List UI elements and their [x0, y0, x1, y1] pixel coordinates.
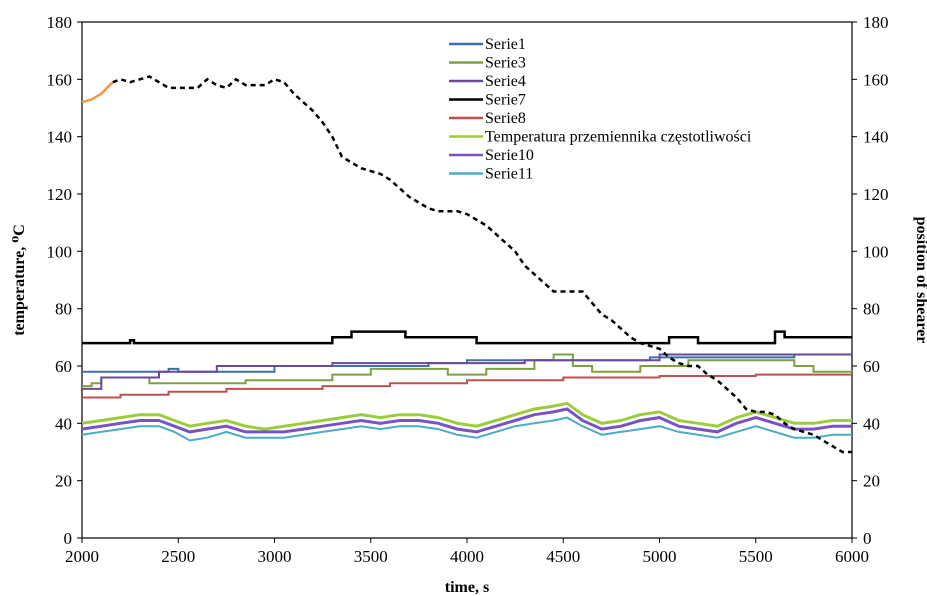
plot-area [81, 21, 853, 539]
x-tick-label: 5500 [739, 547, 773, 566]
y2-tick-label: 180 [863, 13, 889, 32]
y-tick-label: 80 [55, 300, 72, 319]
legend-entry: Serie1 [485, 36, 526, 53]
y-tick-label: 20 [55, 472, 72, 491]
legend-entry: Serie7 [485, 92, 526, 109]
y2-axis-title: position of shearer [913, 217, 927, 344]
y-tick-label: 120 [47, 185, 73, 204]
y2-tick-label: 40 [863, 414, 880, 433]
y2-tick-label: 20 [863, 472, 880, 491]
series-line-serie1 [82, 353, 852, 373]
series-line-unnamed-9 [112, 75, 852, 454]
y-tick-label: 40 [55, 414, 72, 433]
legend-entry: Serie4 [485, 73, 526, 90]
x-tick-label: 3000 [258, 547, 292, 566]
x-tick-label: 5000 [643, 547, 677, 566]
y2-tick-label: 100 [863, 242, 889, 261]
series-line-temperatura-przemiennika-cz-stotliwo-ci [81, 401, 852, 431]
series-line-serie7 [82, 330, 852, 345]
y-tick-label: 60 [55, 357, 72, 376]
y2-tick-label: 80 [863, 300, 880, 319]
x-tick-label: 2500 [161, 547, 195, 566]
y-axis-left: 0 20 40 60 80 100 120 140 160 180 [47, 13, 82, 548]
y2-tick-label: 0 [863, 529, 872, 548]
legend-entry: Serie11 [485, 166, 533, 183]
legend-entry: Serie10 [485, 147, 534, 164]
legend-entry: Serie8 [485, 110, 526, 127]
y2-tick-label: 120 [863, 185, 889, 204]
x-tick-label: 3500 [354, 547, 388, 566]
legend-entry: Serie3 [485, 55, 526, 72]
y2-tick-label: 160 [863, 70, 889, 89]
y-axis-title: temperature, ⁰C [11, 224, 28, 336]
x-axis: 2000 2500 3000 3500 4000 4500 5000 5500 6000 [65, 538, 869, 566]
y-tick-label: 180 [47, 13, 73, 32]
series-line-serie4 [82, 353, 852, 390]
x-tick-label: 4500 [546, 547, 580, 566]
y-axis-right: 0 20 40 60 80 100 120 140 160 180 [852, 13, 889, 548]
series-line-serie10 [81, 407, 852, 434]
y-tick-label: 140 [47, 128, 73, 147]
series-line-serie11 [81, 416, 852, 442]
x-tick-label: 2000 [65, 547, 99, 566]
y-tick-label: 0 [64, 529, 73, 548]
legend-entry: Temperatura przemiennika częstotliwości [485, 129, 752, 146]
series-layer [81, 75, 852, 454]
x-tick-label: 4000 [450, 547, 484, 566]
x-tick-label: 6000 [835, 547, 869, 566]
series-line-serie8 [82, 373, 852, 399]
series-line-unnamed-8 [81, 81, 114, 104]
series-line-serie3 [82, 353, 852, 388]
y2-tick-label: 60 [863, 357, 880, 376]
y-tick-label: 160 [47, 70, 73, 89]
x-axis-title: time, s [445, 579, 489, 596]
y2-tick-label: 140 [863, 128, 889, 147]
y-tick-label: 100 [47, 242, 73, 261]
